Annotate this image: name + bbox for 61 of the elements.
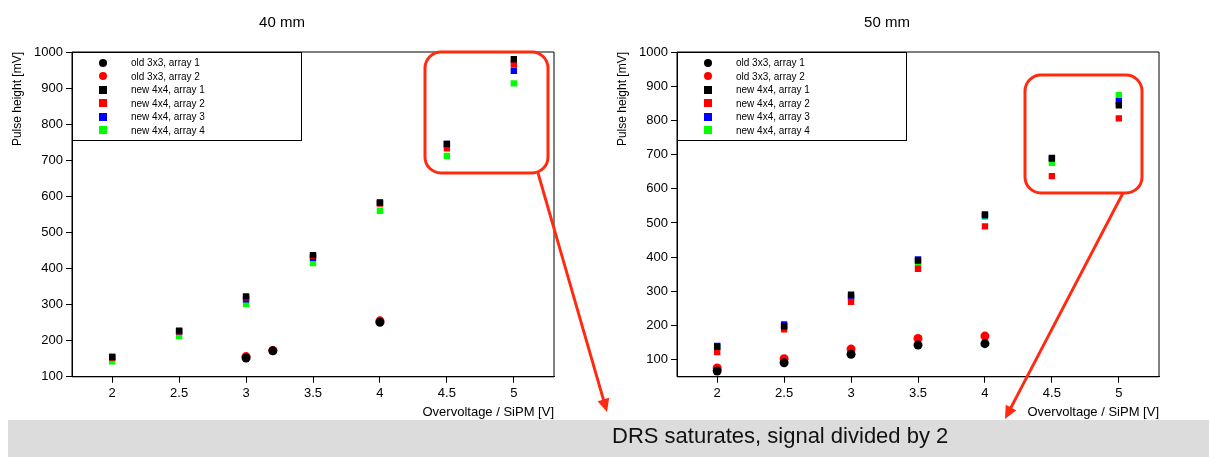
point (913, 340, 923, 350)
x-tick-label: 4.5 (1042, 385, 1061, 401)
x-tick-label: 5 (1115, 385, 1123, 401)
x-tick-label: 3 (242, 385, 250, 401)
point (1115, 102, 1123, 109)
legend-label: old 3x3, array 1 (131, 57, 200, 69)
x-axis-title: Overvoltage / SiPM [V] (422, 403, 554, 419)
y-tick-label: 300 (646, 282, 668, 298)
y-tick-label: 300 (41, 296, 63, 312)
legend-label: new 4x4, array 3 (736, 111, 810, 123)
y-tick-label: 500 (646, 214, 668, 230)
x-tick-label: 2.5 (170, 385, 189, 401)
legend-label: new 4x4, array 2 (131, 97, 205, 109)
y-tick-label: 800 (646, 111, 668, 127)
y-tick-label: 200 (646, 317, 668, 333)
x-tick-label: 2 (108, 385, 116, 401)
x-tick-label: 3.5 (303, 385, 323, 401)
x-tick-label: 2 (713, 385, 721, 401)
y-tick-label: 400 (646, 248, 668, 264)
x-tick-label: 4 (376, 385, 384, 401)
legend-label: new 4x4, array 4 (131, 124, 205, 136)
y-tick-label: 900 (646, 77, 668, 93)
y-tick-label: 100 (646, 351, 668, 367)
point (981, 223, 989, 230)
y-tick-label: 600 (41, 187, 63, 203)
y-tick-label: 700 (646, 146, 668, 162)
y-tick-label: 100 (41, 368, 63, 384)
y-tick-label: 400 (41, 260, 63, 276)
legend-label: new 4x4, array 1 (736, 84, 810, 96)
y-tick-label: 1000 (34, 43, 63, 59)
legend-label: new 4x4, array 1 (131, 84, 205, 96)
point (846, 349, 856, 359)
y-tick-label: 900 (41, 79, 63, 95)
legend-label: new 4x4, array 2 (736, 97, 810, 109)
y-tick-label: 500 (41, 224, 63, 240)
y-tick-label: 1000 (639, 43, 668, 59)
chart-title: 40 mm (259, 13, 305, 31)
legend-label: new 4x4, array 3 (131, 111, 205, 123)
x-tick-label: 3.5 (908, 385, 928, 401)
y-tick-label: 200 (41, 332, 63, 348)
y-tick-label: 600 (646, 180, 668, 196)
point (779, 358, 789, 368)
legend-label: old 3x3, array 1 (736, 57, 805, 69)
x-tick-label: 5 (510, 385, 518, 401)
chart-title: 50 mm (864, 13, 910, 31)
y-tick-label: 700 (41, 151, 63, 167)
point (980, 339, 990, 349)
x-tick-label: 2.5 (775, 385, 794, 401)
point (510, 80, 518, 87)
text: DRS saturates, signal divided by 2 (612, 423, 949, 449)
x-tick-label: 3 (847, 385, 855, 401)
legend-label: old 3x3, array 2 (131, 70, 200, 82)
y-tick-label: 800 (41, 115, 63, 131)
x-tick-label: 4 (981, 385, 989, 401)
y-axis-title: Pulse height [mV] (614, 52, 629, 147)
legend-label: old 3x3, array 2 (736, 70, 805, 82)
point (1115, 115, 1123, 122)
legend-label: new 4x4, array 4 (736, 124, 810, 136)
x-tick-label: 4.5 (437, 385, 456, 401)
y-axis-title: Pulse height [mV] (9, 52, 24, 147)
x-axis-title: Overvoltage / SiPM [V] (1027, 403, 1159, 419)
